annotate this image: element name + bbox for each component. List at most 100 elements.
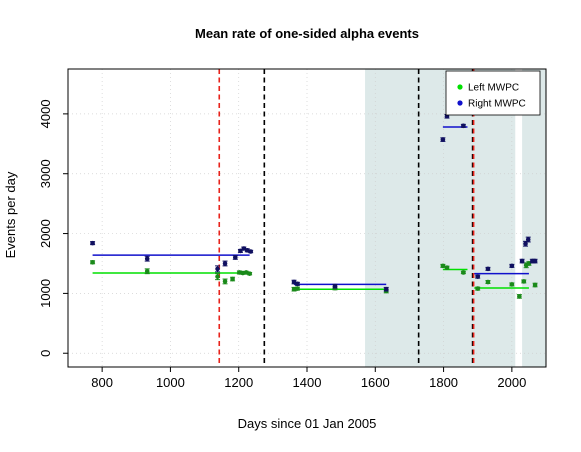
point-marker	[461, 123, 466, 129]
x-tick-label: 1400	[293, 375, 322, 390]
y-tick-label: 0	[38, 350, 53, 357]
x-tick-label: 1000	[156, 375, 185, 390]
legend-label-left: Left MWPC	[468, 83, 519, 94]
legend-marker-left	[457, 84, 463, 90]
data-point	[526, 261, 532, 266]
data-point	[532, 258, 538, 264]
data-point	[247, 271, 253, 276]
point-marker	[517, 294, 522, 299]
point-marker	[444, 265, 450, 270]
data-point	[475, 286, 481, 291]
x-tick-label: 1200	[224, 375, 253, 390]
data-point	[144, 268, 150, 275]
data-point	[241, 246, 247, 251]
data-point	[294, 286, 300, 291]
data-point	[383, 286, 389, 292]
point-marker	[222, 261, 228, 266]
data-point	[516, 294, 522, 299]
point-marker	[521, 279, 527, 284]
y-tick-label: 1000	[38, 279, 53, 308]
point-marker	[295, 286, 300, 291]
x-tick-label: 800	[91, 375, 113, 390]
point-marker	[90, 259, 95, 265]
x-tick-label: 1800	[429, 375, 458, 390]
point-marker	[241, 246, 247, 251]
legend: Left MWPC Right MWPC	[445, 70, 541, 116]
data-point	[248, 249, 254, 254]
point-marker	[485, 266, 491, 272]
data-point	[90, 240, 96, 246]
point-marker	[461, 270, 466, 275]
point-marker	[440, 137, 446, 142]
point-marker	[532, 258, 538, 264]
plot-frame	[67, 68, 547, 368]
shaded-band	[522, 69, 546, 367]
point-marker	[295, 281, 300, 287]
data-point	[232, 255, 238, 260]
point-marker	[485, 279, 491, 285]
point-marker	[509, 263, 515, 269]
point-marker	[144, 268, 150, 274]
point-marker	[519, 258, 525, 264]
point-marker	[383, 286, 389, 292]
point-marker	[233, 255, 238, 260]
data-point	[509, 263, 515, 269]
point-marker	[230, 276, 235, 282]
y-tick-label: 4000	[38, 99, 53, 128]
point-marker	[440, 263, 446, 269]
point-marker	[291, 279, 297, 285]
chart-title: Mean rate of one-sided alpha events	[195, 26, 419, 41]
point-marker	[475, 274, 481, 279]
point-marker	[248, 249, 253, 254]
data-point	[460, 270, 466, 275]
data-point	[230, 276, 236, 282]
legend-marker-right	[457, 100, 463, 106]
grid	[68, 69, 546, 367]
y-axis-label: Events per day	[3, 171, 18, 258]
data-point	[440, 263, 446, 269]
data-point	[332, 283, 338, 289]
data-point	[475, 274, 481, 279]
legend-label-right: Right MWPC	[468, 99, 526, 110]
data-point	[222, 260, 228, 267]
data-point	[440, 137, 446, 142]
point-marker	[222, 279, 228, 284]
shaded-band	[365, 69, 516, 367]
x-axis-label: Days since 01 Jan 2005	[238, 416, 377, 431]
data-point	[519, 258, 525, 264]
point-marker	[247, 271, 252, 276]
data-point	[525, 236, 531, 243]
data-point	[460, 123, 466, 129]
y-tick-label: 3000	[38, 159, 53, 188]
data-point	[532, 282, 538, 288]
point-marker	[509, 282, 515, 287]
data-point	[90, 259, 96, 265]
data-point	[444, 265, 450, 270]
point-marker	[332, 283, 338, 289]
point-marker	[237, 270, 242, 275]
point-marker	[215, 266, 220, 272]
point-marker	[240, 270, 246, 276]
data-point	[485, 279, 491, 285]
data-point	[485, 266, 491, 272]
data-point	[509, 282, 515, 287]
data-point	[215, 265, 221, 273]
point-marker	[523, 241, 528, 247]
point-marker	[475, 286, 481, 291]
data-points	[90, 113, 538, 299]
y-tick-label: 2000	[38, 219, 53, 248]
data-point	[294, 281, 300, 287]
point-marker	[215, 274, 220, 279]
data-point	[222, 278, 228, 285]
point-marker	[532, 282, 538, 288]
shaded-bands	[365, 69, 546, 367]
point-marker	[144, 256, 150, 261]
legend-box	[445, 70, 541, 116]
average-lines	[92, 126, 529, 290]
x-tick-label: 1600	[361, 375, 390, 390]
point-marker	[90, 240, 95, 246]
point-marker	[526, 261, 532, 266]
data-point	[215, 273, 221, 281]
x-tick-label: 2000	[497, 375, 526, 390]
